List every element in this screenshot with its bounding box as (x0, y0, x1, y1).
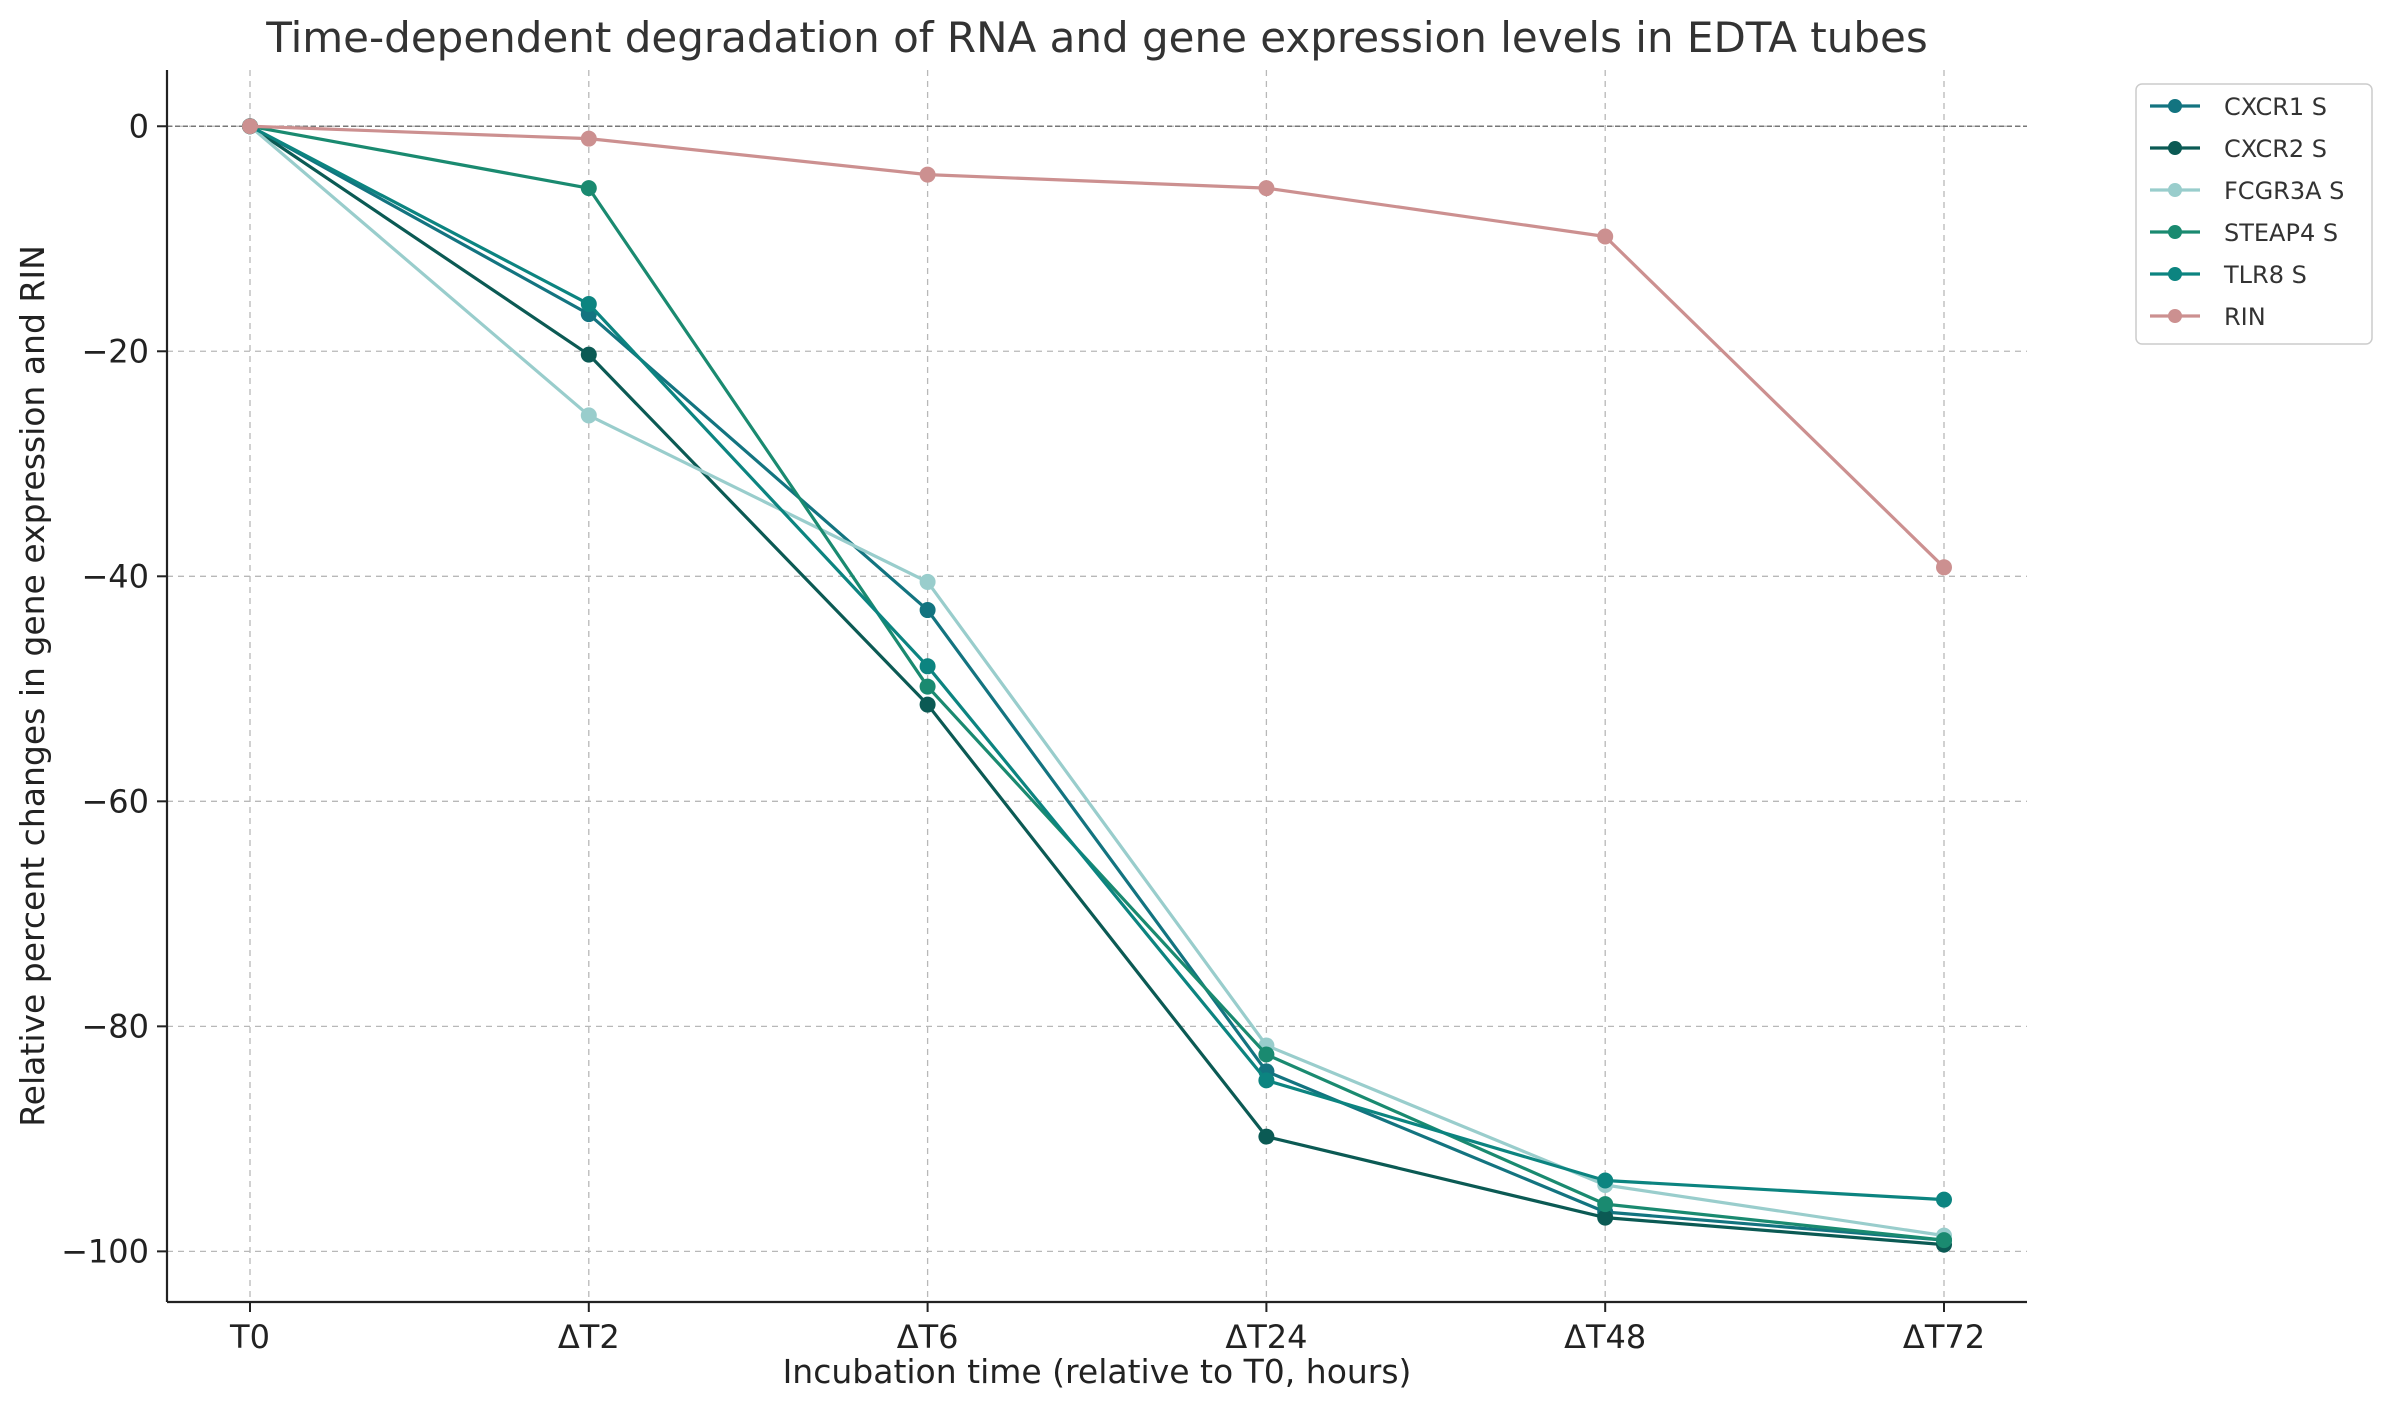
data-point (919, 166, 936, 183)
legend-item: STEAP4 S (2150, 219, 2338, 247)
data-point (919, 602, 936, 619)
data-point (1597, 228, 1614, 245)
data-point (580, 180, 597, 197)
legend-label: FCGR3A S (2224, 177, 2344, 205)
data-point (580, 130, 597, 147)
data-point (242, 118, 258, 135)
legend-swatch-marker (2168, 225, 2182, 239)
legend-label: RIN (2224, 303, 2266, 331)
legend-swatch-marker (2168, 309, 2182, 323)
data-point (1258, 1072, 1275, 1089)
series-line (248, 125, 1945, 1238)
legend-item: TLR8 S (2150, 261, 2307, 289)
x-tick-label: ΔT6 (897, 1318, 959, 1356)
x-tick-label: ΔT24 (1225, 1318, 1307, 1356)
x-tick-label: ΔT2 (558, 1318, 620, 1356)
data-point (1936, 1232, 1952, 1249)
y-tick-label: −80 (81, 1007, 149, 1045)
data-point (1597, 1196, 1614, 1213)
y-axis-label: Relative percent changes in gene express… (13, 245, 52, 1127)
data-point (580, 296, 597, 313)
y-tick-label: −20 (81, 332, 149, 370)
x-tick-label: ΔT48 (1564, 1318, 1646, 1356)
legend-item: CXCR1 S (2150, 93, 2327, 121)
grid (167, 70, 2027, 1302)
legend-label: STEAP4 S (2224, 219, 2338, 247)
chart-title: Time-dependent degradation of RNA and ge… (265, 13, 1928, 62)
data-point (919, 678, 936, 695)
data-point (580, 346, 597, 363)
legend-item: CXCR2 S (2150, 135, 2327, 163)
data-point (1258, 1128, 1275, 1145)
tick-labels: 0 −20 −40 −60 −80 −100 T0 ΔT2 ΔT6 ΔT24 ΔT48 ΔT72 (61, 107, 1985, 1356)
data-point (1597, 1172, 1614, 1189)
x-axis-label: Incubation time (relative to T0, hours) (783, 1352, 1412, 1391)
y-tick-label: 0 (129, 107, 149, 145)
data-point (919, 573, 936, 590)
series-rin (242, 118, 1952, 576)
legend-item: FCGR3A S (2150, 177, 2344, 205)
series-lines (242, 118, 1952, 1253)
series-line (249, 124, 1945, 1242)
series-line (249, 124, 1945, 1242)
axes (157, 70, 2027, 1312)
data-point (1597, 1209, 1614, 1226)
data-point (919, 658, 936, 675)
data-point (1258, 180, 1275, 197)
legend-label: CXCR2 S (2224, 135, 2327, 163)
series-steap4-s (242, 118, 1952, 1249)
series-cxcr1-s (242, 118, 1952, 1249)
legend-swatch-marker (2168, 99, 2182, 113)
data-point (919, 696, 936, 713)
series-line (249, 124, 1945, 1202)
y-tick-label: −100 (61, 1232, 149, 1270)
data-point (1936, 1191, 1952, 1208)
legend-swatch-marker (2168, 183, 2182, 197)
legend: CXCR1 S CXCR2 S FCGR3A S STEAP4 S TLR8 S RIN (2135, 83, 2373, 345)
series-fcgr3a-s (242, 118, 1952, 1244)
x-tick-label: ΔT72 (1903, 1318, 1985, 1356)
y-tick-label: −60 (81, 782, 149, 820)
legend-label: TLR8 S (2223, 261, 2307, 289)
series-tlr8-s (242, 118, 1952, 1208)
legend-item: RIN (2150, 303, 2266, 331)
x-tick-label: T0 (229, 1318, 270, 1356)
legend-swatch-marker (2168, 141, 2182, 155)
series-line (249, 124, 1945, 1247)
legend-label: CXCR1 S (2224, 93, 2327, 121)
series-line (249, 124, 1946, 569)
data-point (1936, 559, 1952, 576)
data-point (1258, 1046, 1275, 1063)
data-point (580, 407, 597, 424)
legend-swatch-marker (2168, 267, 2182, 281)
series-cxcr2-s (242, 118, 1952, 1253)
y-tick-label: −40 (81, 557, 149, 595)
